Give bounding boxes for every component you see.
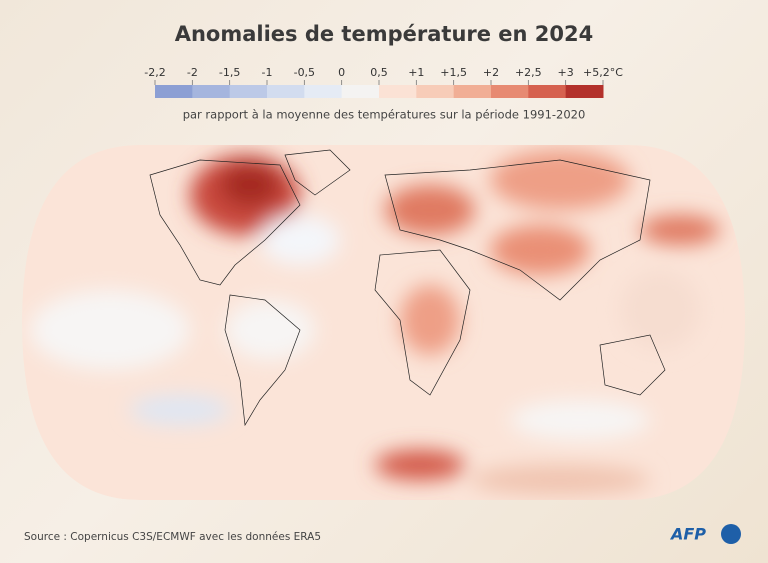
- legend-tick-label: -2,2: [144, 66, 165, 79]
- legend-tick-label: +5,2°C: [583, 66, 623, 79]
- legend-swatch: [416, 85, 455, 98]
- legend-tick-label: -2: [187, 66, 198, 79]
- legend-tick-label: 0: [338, 66, 345, 79]
- legend-swatch: [229, 85, 268, 98]
- title: Anomalies de température en 2024: [175, 22, 594, 46]
- legend-swatch: [192, 85, 231, 98]
- logo-text: AFP: [669, 525, 706, 544]
- map: [22, 145, 745, 500]
- legend-swatch: [491, 85, 529, 98]
- subtitle: par rapport à la moyenne des température…: [183, 108, 586, 122]
- legend-tick-label: -0,5: [294, 66, 315, 79]
- legend-tick-label: -1: [262, 66, 273, 79]
- legend-swatch: [341, 85, 380, 98]
- logo-dot: [721, 524, 741, 544]
- legend-tick-label: +1,5: [440, 66, 467, 79]
- source: Source : Copernicus C3S/ECMWF avec les d…: [24, 531, 321, 543]
- legend-tick-label: -1,5: [219, 66, 240, 79]
- legend-tick-label: +2: [483, 66, 499, 79]
- legend-swatch: [565, 85, 604, 98]
- legend-swatch: [267, 85, 305, 98]
- legend-tick-label: +3: [558, 66, 574, 79]
- legend-tick-label: +1: [408, 66, 424, 79]
- legend-swatch: [379, 85, 417, 98]
- legend-swatch: [155, 85, 193, 98]
- legend-swatch: [304, 85, 343, 98]
- legend-swatch: [453, 85, 492, 98]
- legend-tick-label: +2,5: [515, 66, 542, 79]
- legend-swatch: [528, 85, 567, 98]
- legend: -2,2 -2 -1,5 -1 -0,5 0 0,5 +1 +1,5 +2 +2,5 +3 +5,2°C: [144, 66, 623, 98]
- legend-tick-label: 0,5: [370, 66, 388, 79]
